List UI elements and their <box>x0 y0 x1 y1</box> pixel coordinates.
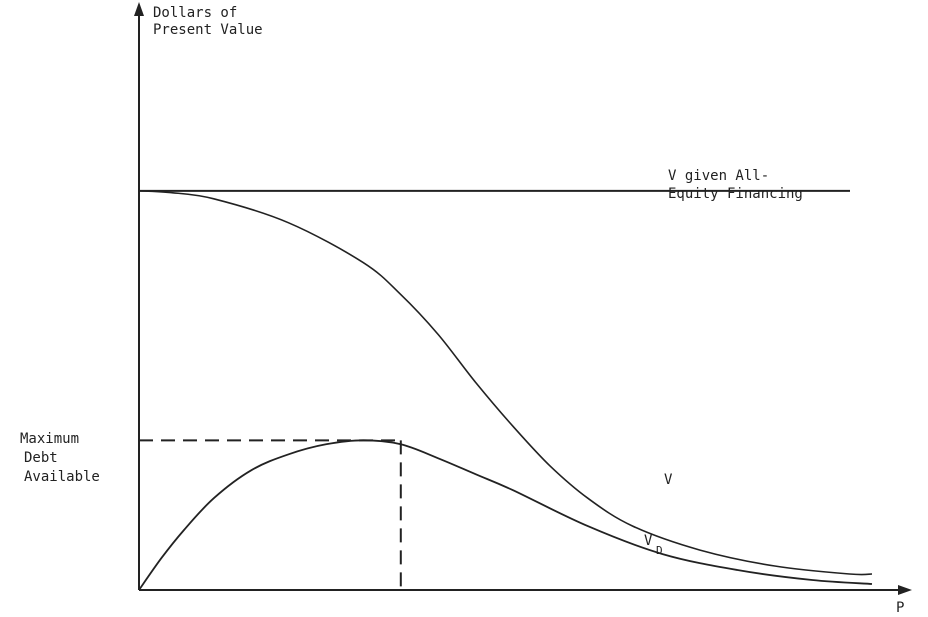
y-axis-title-line-1: Dollars of <box>153 5 237 21</box>
x-axis-arrowhead <box>898 585 912 595</box>
max-debt-label-line-2: Debt <box>24 450 58 466</box>
series-v-curve <box>138 190 873 576</box>
all-equity-label-line-2: Equity Financing <box>668 186 803 202</box>
series-vd-label: V <box>644 533 653 549</box>
all-equity-label-line-1: V given All- <box>668 168 769 184</box>
y-axis-arrowhead <box>134 2 144 16</box>
series-vd-label-subscript: D <box>656 544 663 557</box>
y-axis-title-line-2: Present Value <box>153 22 263 38</box>
max-debt-label-line-1: Maximum <box>20 431 79 447</box>
series-v-label: V <box>664 472 673 488</box>
max-debt-label-line-3: Available <box>24 469 100 485</box>
series-vd-curve <box>138 439 873 591</box>
x-axis-title: P <box>896 600 904 616</box>
